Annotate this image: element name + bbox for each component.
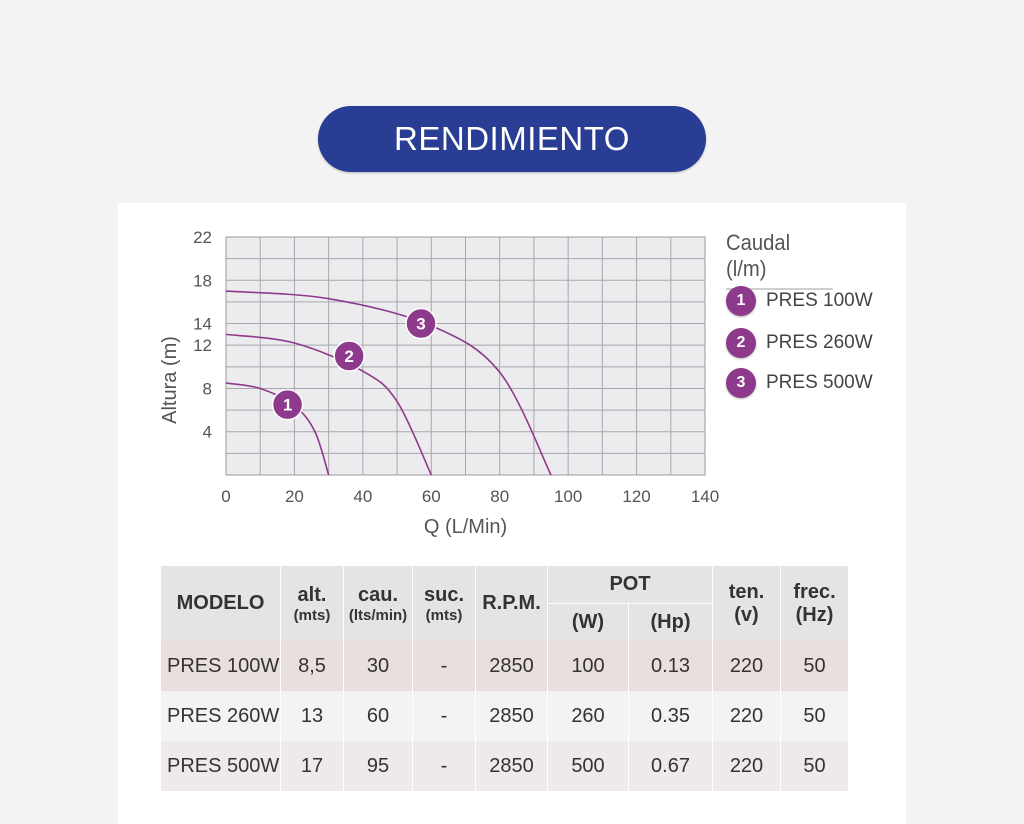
col-pot-hp: (Hp) — [628, 603, 713, 641]
cell-w: 100 — [547, 641, 629, 691]
cell-cau: 95 — [343, 741, 413, 791]
cell-ten: 220 — [712, 741, 781, 791]
x-tick-label: 140 — [691, 487, 719, 506]
cell-rpm: 2850 — [475, 691, 548, 741]
cell-hp: 0.67 — [628, 741, 713, 791]
cell-cau: 60 — [343, 691, 413, 741]
legend-badge: 1 — [726, 286, 756, 316]
legend-badge: 2 — [726, 328, 756, 358]
y-tick-label: 12 — [193, 336, 212, 355]
cell-rpm: 2850 — [475, 741, 548, 791]
x-axis-label: Q (L/Min) — [424, 516, 507, 538]
cell-modelo: PRES 260W — [160, 691, 281, 741]
cell-alt: 8,5 — [280, 641, 344, 691]
cell-hp: 0.13 — [628, 641, 713, 691]
col-modelo: MODELO — [160, 566, 281, 641]
series-marker-label: 1 — [283, 396, 292, 415]
col-suc: suc. (mts) — [412, 566, 476, 641]
page-title: RENDIMIENTO — [394, 120, 630, 157]
series-marker-label: 3 — [416, 315, 425, 334]
legend-label: PRES 500W — [766, 372, 873, 393]
series-marker-1 — [271, 388, 304, 421]
cell-w: 500 — [547, 741, 629, 791]
legend-title: Caudal (l/m) — [726, 230, 833, 290]
legend-label: PRES 100W — [766, 290, 873, 311]
col-rpm: R.P.M. — [475, 566, 548, 641]
col-pot-w: (W) — [547, 603, 629, 641]
cell-modelo: PRES 500W — [160, 741, 281, 791]
cell-frec: 50 — [780, 741, 849, 791]
x-tick-label: 60 — [422, 487, 441, 506]
legend-label: PRES 260W — [766, 332, 873, 353]
cell-modelo: PRES 100W — [160, 641, 281, 691]
y-tick-label: 4 — [203, 423, 212, 442]
spec-table: MODELO alt. (mts) cau. (lts/min) suc. (mts)… — [160, 566, 849, 791]
legend-item-3: 3 PRES 500W — [726, 368, 873, 398]
legend-badge: 3 — [726, 368, 756, 398]
x-tick-label: 80 — [490, 487, 509, 506]
cell-alt: 13 — [280, 691, 344, 741]
title-pill: RENDIMIENTO — [318, 106, 706, 172]
plot-border — [225, 236, 706, 476]
cell-w: 260 — [547, 691, 629, 741]
col-frec: frec. (Hz) — [780, 566, 849, 641]
y-tick-label: 18 — [193, 271, 212, 290]
cell-suc: - — [412, 691, 476, 741]
series-line-2 — [225, 333, 433, 476]
cell-cau: 30 — [343, 641, 413, 691]
table-row: PRES 500W 17 95 - 2850 500 0.67 220 50 — [160, 741, 849, 791]
x-tick-label: 120 — [622, 487, 650, 506]
legend-item-1: 1 PRES 100W — [726, 286, 873, 316]
legend: Caudal (l/m) 1 PRES 100W 2 PRES 260W 3 P… — [726, 230, 873, 398]
cell-frec: 50 — [780, 641, 849, 691]
cell-suc: - — [412, 741, 476, 791]
cell-ten: 220 — [712, 641, 781, 691]
table-row: PRES 100W 8,5 30 - 2850 100 0.13 220 50 — [160, 641, 849, 691]
table-row: PRES 260W 13 60 - 2850 260 0.35 220 50 — [160, 691, 849, 741]
cell-hp: 0.35 — [628, 691, 713, 741]
series-marker-3 — [405, 307, 437, 340]
x-tick-label: 20 — [285, 487, 304, 506]
cell-ten: 220 — [712, 691, 781, 741]
cell-alt: 17 — [280, 741, 344, 791]
series-marker-2 — [333, 340, 365, 372]
col-ten: ten. (v) — [712, 566, 781, 641]
y-tick-label: 14 — [193, 315, 212, 334]
y-tick-label: 22 — [193, 228, 212, 247]
y-axis-label: Altura (m) — [159, 336, 181, 424]
col-pot: POT — [547, 566, 713, 604]
series-marker-label: 2 — [344, 347, 353, 366]
col-alt: alt. (mts) — [280, 566, 344, 641]
x-tick-label: 0 — [221, 487, 230, 506]
cell-rpm: 2850 — [475, 641, 548, 691]
x-tick-label: 100 — [554, 487, 582, 506]
col-cau: cau. (lts/min) — [343, 566, 413, 641]
cell-suc: - — [412, 641, 476, 691]
y-tick-label: 8 — [203, 379, 212, 398]
cell-frec: 50 — [780, 691, 849, 741]
legend-item-2: 2 PRES 260W — [726, 328, 873, 358]
x-tick-label: 40 — [353, 487, 372, 506]
